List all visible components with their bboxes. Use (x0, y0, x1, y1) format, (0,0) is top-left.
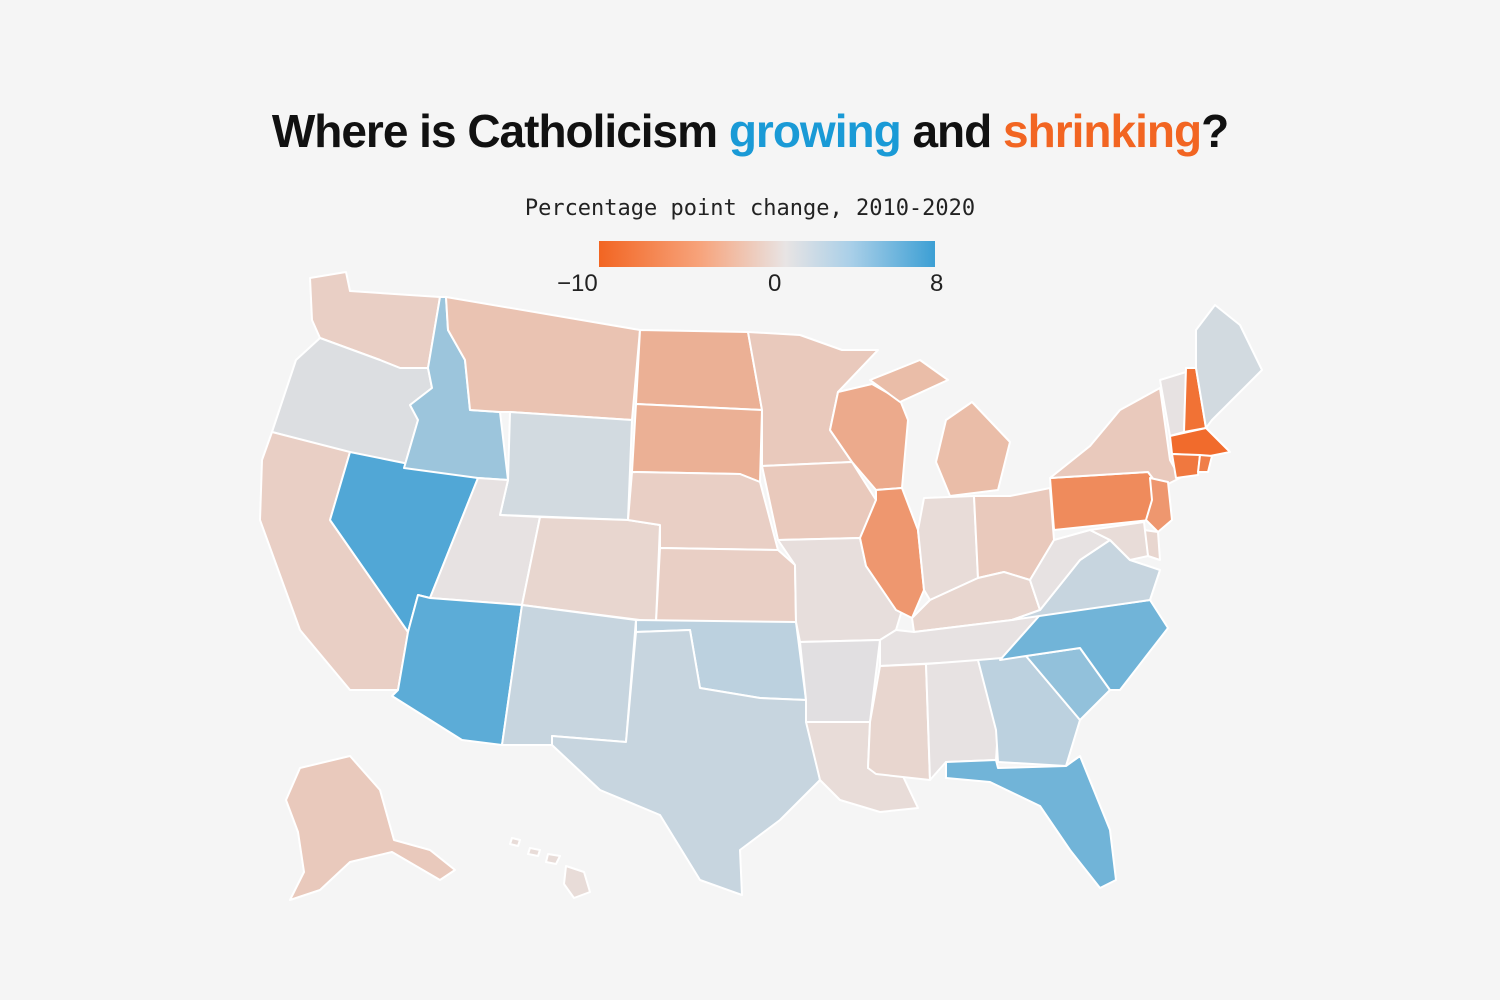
state-ma (1169, 427, 1231, 457)
legend-min-label: −10 (557, 270, 598, 297)
state-sd (631, 403, 763, 483)
state-co (521, 516, 661, 623)
state-ms (867, 663, 931, 781)
title-shrinking-word: shrinking (1003, 105, 1202, 157)
state-me (1195, 304, 1263, 429)
state-wy (499, 411, 633, 521)
state-ny (1049, 387, 1181, 489)
state-ar (799, 639, 881, 723)
state-nj (1145, 477, 1173, 533)
title-part2: and (900, 105, 1004, 157)
state-nd (635, 329, 763, 411)
state-fl (945, 755, 1117, 889)
state-ak (285, 755, 456, 901)
state-mi (869, 359, 1011, 497)
state-il (859, 487, 925, 619)
state-nm (501, 604, 637, 746)
state-tx (551, 629, 821, 896)
state-ct (1171, 453, 1201, 479)
page-title: Where is Catholicism growing and shrinki… (0, 104, 1500, 158)
state-ks (655, 547, 797, 623)
state-ri (1197, 454, 1213, 473)
legend-max-label: 8 (930, 270, 944, 297)
state-hi (509, 837, 591, 899)
state-az (391, 594, 523, 746)
state-md (1089, 521, 1149, 561)
legend-color-bar (599, 241, 935, 267)
state-mt (445, 296, 641, 421)
title-growing-word: growing (728, 105, 902, 157)
state-ia (761, 461, 877, 541)
legend-mid-label: 0 (768, 270, 782, 297)
title-part3: ? (1201, 105, 1229, 157)
title-part1: Where is Catholicism (271, 105, 729, 157)
legend-caption: Percentage point change, 2010-2020 (524, 196, 976, 221)
